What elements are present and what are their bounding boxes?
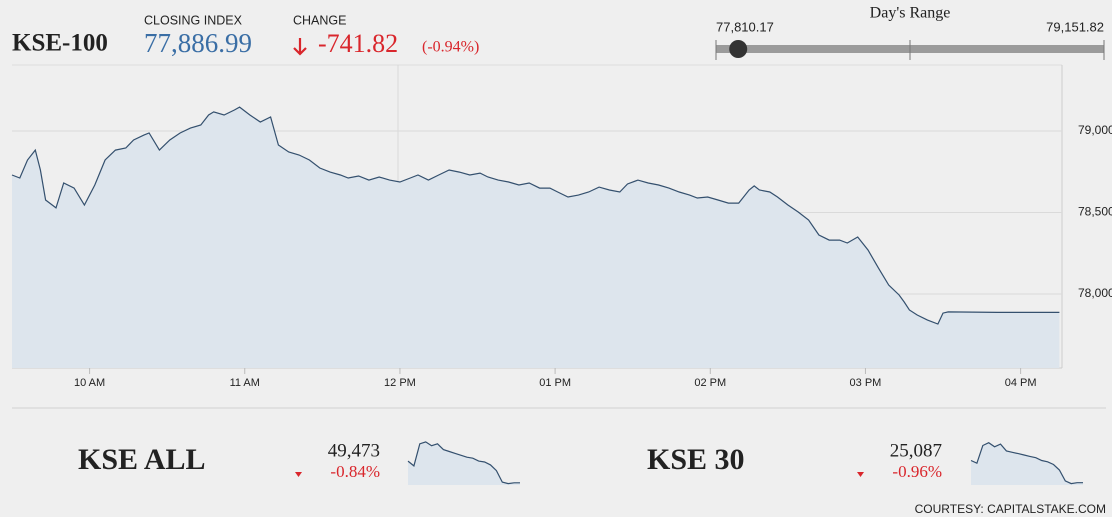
- change-label: CHANGE: [293, 13, 346, 27]
- x-tick-label: 11 AM: [230, 377, 260, 389]
- y-tick-label: 78,000: [1078, 286, 1112, 300]
- area-fill: [12, 107, 1060, 368]
- change-value: -741.82: [318, 29, 398, 58]
- y-tick-label: 78,500: [1078, 205, 1112, 219]
- price-line: [11, 106, 1060, 325]
- price-line: [407, 441, 520, 485]
- change-percent: (-0.94%): [422, 39, 479, 56]
- down-arrow: [293, 38, 307, 56]
- x-tick-label: 03 PM: [850, 377, 882, 389]
- area-fill: [971, 442, 1083, 485]
- index-change: -0.84%: [330, 462, 380, 481]
- range-low: 77,810.17: [716, 19, 774, 34]
- area-fill: [408, 441, 520, 485]
- x-tick-label: 01 PM: [539, 377, 571, 389]
- index-name: KSE 30: [647, 443, 745, 476]
- range-knob: [729, 40, 748, 58]
- x-tick-label: 10 AM: [74, 377, 105, 389]
- x-tick-label: 04 PM: [1005, 377, 1037, 389]
- range-ticks: [715, 40, 1105, 60]
- index-change: -0.96%: [892, 462, 942, 481]
- y-tick-label: 79,000: [1078, 123, 1112, 137]
- range-high: 79,151.82: [1046, 19, 1104, 34]
- down-arrow: [857, 472, 864, 477]
- closing-value: 77,886.99: [144, 28, 252, 58]
- index-title: KSE-100: [12, 30, 108, 57]
- closing-label: CLOSING INDEX: [144, 13, 243, 27]
- down-arrow: [295, 472, 302, 477]
- x-tick-label: 12 PM: [384, 377, 416, 389]
- index-value: 49,473: [328, 440, 380, 461]
- price-line: [970, 442, 1083, 485]
- index-name: KSE ALL: [78, 443, 206, 476]
- range-label: Day's Range: [870, 5, 951, 22]
- footer: COURTESY: CAPITALSTAKE.COM: [915, 502, 1106, 516]
- index-value: 25,087: [890, 440, 942, 461]
- x-tick-label: 02 PM: [694, 377, 726, 389]
